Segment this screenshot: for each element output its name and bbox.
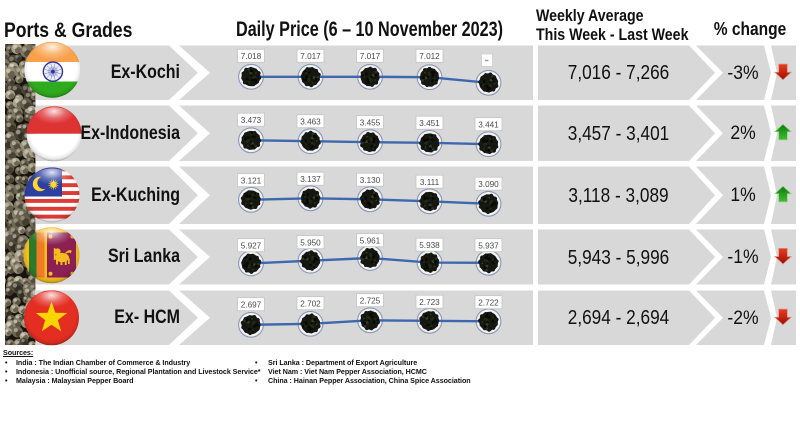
svg-text:7.018: 7.018 — [241, 52, 262, 61]
svg-text:5.937: 5.937 — [478, 242, 499, 251]
svg-text:3.455: 3.455 — [360, 119, 381, 128]
svg-text:3.473: 3.473 — [241, 116, 262, 125]
svg-text:2.723: 2.723 — [419, 298, 440, 307]
svg-text:3.130: 3.130 — [360, 176, 381, 185]
svg-text:3.451: 3.451 — [419, 119, 440, 128]
svg-text:2.697: 2.697 — [241, 301, 262, 310]
svg-text:7.017: 7.017 — [360, 52, 381, 61]
svg-text:5.961: 5.961 — [360, 237, 381, 246]
svg-text:3.111: 3.111 — [420, 178, 440, 187]
svg-text:3.463: 3.463 — [300, 118, 321, 127]
svg-text:3.137: 3.137 — [300, 175, 321, 184]
svg-text:3.121: 3.121 — [241, 177, 262, 186]
svg-text:7.017: 7.017 — [300, 52, 321, 61]
svg-text:5.927: 5.927 — [241, 242, 262, 251]
svg-text:2.702: 2.702 — [300, 300, 321, 309]
svg-text:5.950: 5.950 — [300, 239, 321, 248]
svg-text:5.938: 5.938 — [419, 241, 440, 250]
svg-text:3.441: 3.441 — [478, 121, 499, 130]
svg-text:2.725: 2.725 — [360, 297, 381, 306]
svg-text:2.722: 2.722 — [478, 299, 499, 308]
svg-text:7.012: 7.012 — [419, 52, 440, 61]
svg-text:3.090: 3.090 — [478, 180, 499, 189]
